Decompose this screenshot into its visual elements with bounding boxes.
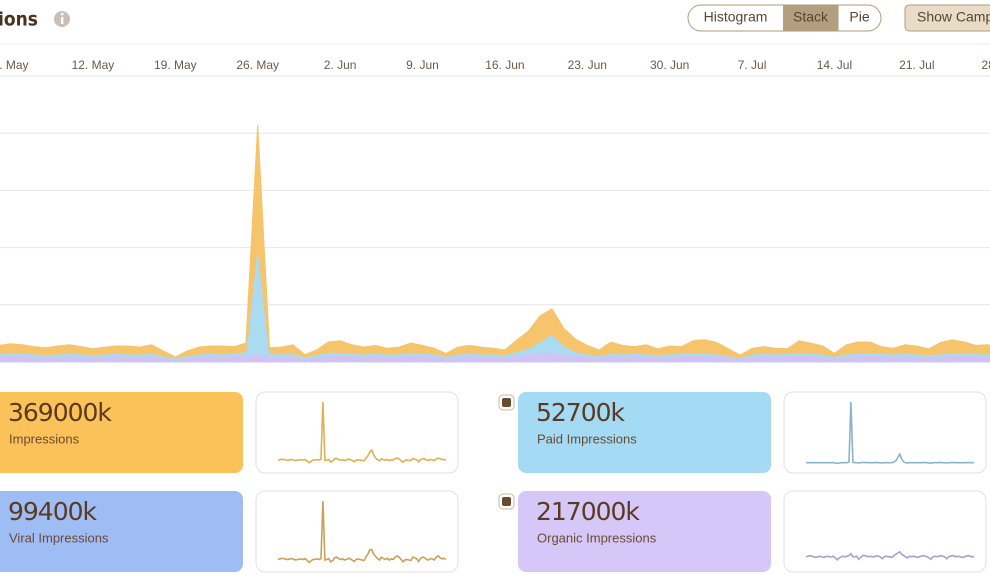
metric-card	[518, 491, 771, 572]
metric-value: 217000k	[536, 497, 640, 526]
sparkline-box	[255, 391, 459, 474]
x-tick-label: 9. Jun	[406, 58, 439, 72]
x-tick-label: 16. Jun	[485, 58, 524, 72]
metric-value: 369000k	[8, 398, 112, 427]
x-tick-label: 2. Jun	[324, 58, 357, 72]
x-tick-label: 26. May	[236, 58, 279, 72]
side-button[interactable]	[904, 4, 990, 32]
sparkline-box	[783, 490, 987, 573]
sparkline-box	[783, 391, 987, 474]
sparkline	[277, 500, 447, 564]
x-tick-label: 28. Jul	[982, 58, 990, 72]
sparkline	[805, 550, 974, 562]
metric-card	[0, 392, 243, 473]
x-tick-label: 7. Jul	[738, 58, 767, 72]
page-title: Impressions	[0, 9, 38, 31]
metric-label: Viral Impressions	[9, 530, 109, 545]
toggle-active-bg	[783, 5, 838, 31]
sparkline-box	[255, 490, 459, 573]
plot-area	[0, 76, 990, 363]
metric-value: 52700k	[536, 398, 626, 427]
metric-card	[518, 392, 771, 473]
stacked-area	[0, 124, 990, 359]
toggle-button[interactable]: Stack	[793, 9, 829, 25]
x-tick-label: 21. Jul	[899, 58, 934, 72]
metric-label: Paid Impressions	[537, 431, 637, 446]
x-tick-label: 30. Jun	[650, 58, 689, 72]
metric-card	[0, 491, 243, 572]
sparkline	[806, 401, 974, 465]
x-tick-label: 12. May	[72, 58, 115, 72]
info-stem	[61, 17, 64, 24]
metric-value: 99400k	[8, 497, 98, 526]
x-tick-label: 23. Jun	[568, 58, 607, 72]
metric-label: Organic Impressions	[537, 530, 657, 545]
toggle-button[interactable]: Pie	[849, 9, 869, 25]
side-button-label[interactable]: Show Campaigns	[917, 9, 990, 25]
x-tick-label: 19. May	[154, 58, 197, 72]
series-toggle-fill	[502, 497, 511, 506]
info-dot	[60, 12, 64, 16]
x-tick-label: 14. Jul	[817, 58, 852, 72]
x-tick-label: 5. May	[0, 58, 29, 72]
metric-label: Impressions	[9, 431, 80, 446]
toggle-button[interactable]: Histogram	[704, 9, 768, 25]
series-toggle-fill	[502, 398, 511, 407]
sparkline	[277, 401, 447, 464]
info-icon[interactable]	[54, 11, 70, 27]
